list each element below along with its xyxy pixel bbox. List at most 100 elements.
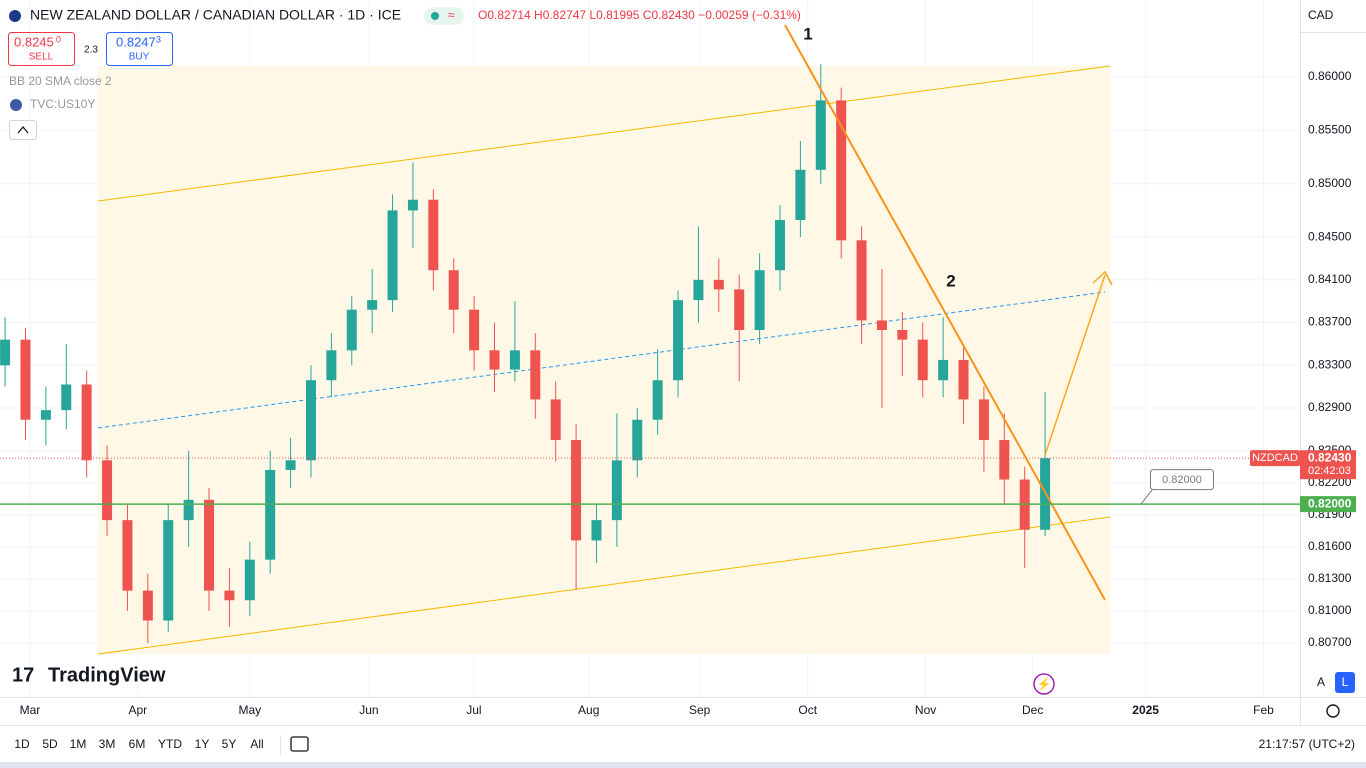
candle-body [958,359,969,400]
timeframe-button[interactable]: All [250,737,263,751]
buy-price-tail: 3 [156,34,161,44]
y-tick-label: 0.81600 [1308,539,1352,553]
buy-button[interactable] [106,32,173,66]
buy-price: 0.8247 [116,34,156,49]
events-glyph: ⚡ [1037,677,1052,691]
x-tick-label: May [238,703,261,717]
spread: 2.3 [84,45,98,56]
candle-body [632,419,643,461]
collapse-button[interactable] [9,120,37,140]
channel-mid [97,291,1106,429]
candle-body [20,339,31,420]
settings-icon[interactable] [1326,704,1340,718]
candle-body [346,309,357,351]
flag-icon [10,99,22,111]
x-tick-label: Oct [798,703,817,717]
status-pill [424,7,464,25]
candle-body [978,399,989,441]
candle-body [652,380,663,420]
time-axis: Mar Apr May Jun Jul Aug Sep Oct Nov Dec 2025 Feb [20,703,1275,717]
candle-body [285,460,296,470]
x-tick-label: Dec [1022,703,1043,717]
scale-mode[interactable]: A [1317,675,1325,689]
candle-body [244,559,255,601]
annotation: 1 [803,24,812,43]
candle-body [183,499,194,521]
candle-body [0,339,11,366]
indicator[interactable]: TVC:US10Y [30,97,95,111]
events-icon[interactable] [1033,673,1055,695]
y-tick-label: 0.82900 [1308,400,1352,414]
x-tick-label: Jun [359,703,378,717]
x-tick-label: Feb [1253,703,1274,717]
timeframe-button[interactable]: 6M [129,737,146,751]
clock[interactable]: 21:17:57 (UTC+2) [1259,737,1355,751]
candle-body [734,289,745,331]
flag-icon [9,10,21,22]
auto-scale[interactable] [1311,672,1332,693]
candle-body [407,199,418,211]
candle-body [815,100,826,170]
candle-body [428,199,439,271]
candles [0,64,1051,643]
scale-mode[interactable]: L [1342,675,1349,689]
candle-body [836,100,847,241]
candle-body [673,300,684,381]
timeframe-button[interactable]: 5Y [222,737,237,751]
candle-body [204,499,215,591]
sell-button[interactable] [8,32,75,66]
candle-body [795,169,806,221]
x-tick-label: Nov [915,703,936,717]
sell-price: 0.8245 [14,34,54,49]
candle-body [326,350,337,381]
timeframe-button[interactable]: 1Y [195,737,210,751]
candle-body [61,384,72,411]
level-callout-label: 0.82000 [1162,474,1202,486]
candle-body [775,220,785,271]
level-callout-box [1150,469,1214,491]
currency[interactable]: CAD [1308,8,1334,22]
y-tick-label: 0.83700 [1308,315,1352,329]
y-tick-label: 0.81000 [1308,603,1352,617]
x-tick-label: Aug [578,703,599,717]
candle-body [754,270,765,331]
candle-body [897,330,908,340]
candle-body [142,590,153,621]
price-tag-label: 0.82430 [1308,450,1352,464]
timeframe-button[interactable]: 1M [70,737,87,751]
symbol-tag-label: NZDCAD [1252,452,1298,464]
timeframe-button[interactable]: 5D [42,737,58,751]
price-tag [1300,450,1356,480]
candle-body [102,460,113,521]
indicator[interactable]: BB 20 SMA close 2 [9,74,112,88]
candle-body [40,410,51,420]
forecast-arrow [1044,274,1106,456]
timeframe-button[interactable]: 3M [99,737,116,751]
candle-body [611,460,622,521]
timeframe-button[interactable]: YTD [158,737,182,751]
sell-price-tail: 0 [56,34,61,44]
candle-body [571,440,582,541]
timeframe-button[interactable]: 1D [14,737,30,751]
candle-body [387,210,398,301]
x-tick-label: 2025 [1132,703,1159,717]
y-tick-label: 0.84100 [1308,272,1352,286]
sell-label: SELL [29,52,54,63]
brand-logo: 17 [12,664,34,686]
candle-body [469,309,480,351]
candle-body [530,350,541,400]
level-tag [1300,496,1356,513]
timeframe-bar: 1D 5D 1M 3M 6M YTD 1Y 5Y All [14,737,263,751]
date-range-icon[interactable] [290,736,309,752]
x-tick-label: Mar [20,703,41,717]
buy-label: BUY [129,52,150,63]
collapse-icon [17,125,29,134]
status-icon: ≈ [448,8,455,22]
level-tag-label: 0.82000 [1308,496,1352,510]
y-tick-label: 0.85500 [1308,122,1352,136]
candle-body [367,300,378,310]
log-scale[interactable] [1335,672,1355,693]
